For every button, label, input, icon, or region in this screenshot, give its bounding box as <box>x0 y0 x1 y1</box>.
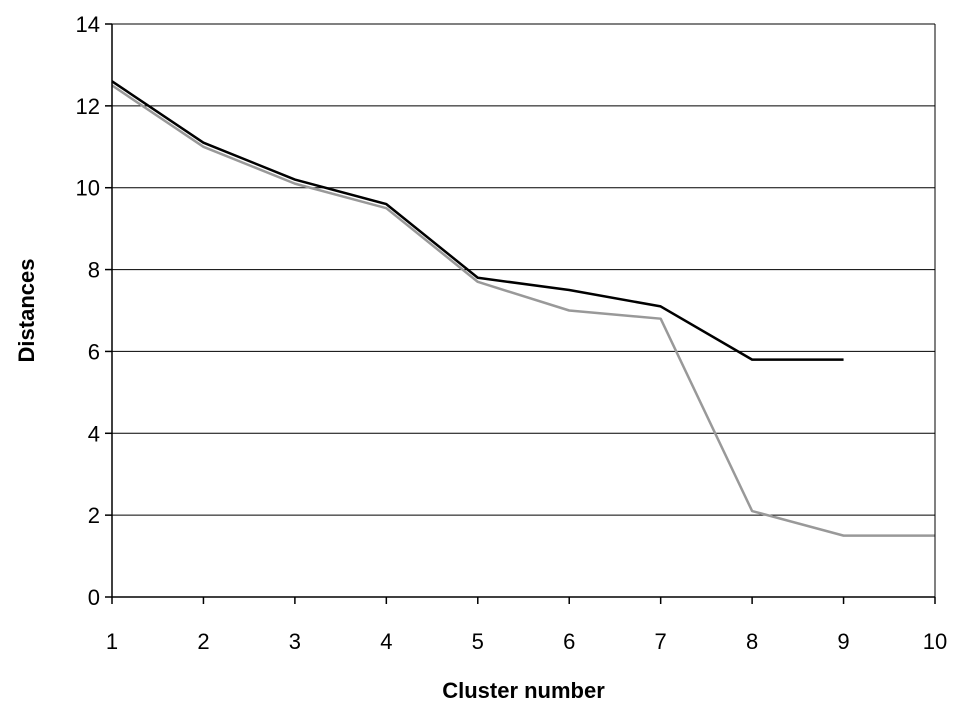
x-tick-label: 9 <box>837 629 849 654</box>
y-tick-label: 6 <box>88 339 100 364</box>
x-tick-label: 8 <box>746 629 758 654</box>
x-tick-label: 3 <box>289 629 301 654</box>
series-line-1 <box>112 81 844 359</box>
series-line-2 <box>112 85 935 535</box>
y-axis-title: Distances <box>14 259 39 363</box>
x-tick-label: 10 <box>923 629 947 654</box>
y-tick-label: 2 <box>88 503 100 528</box>
gridlines <box>112 24 935 515</box>
y-tick-label: 4 <box>88 421 100 446</box>
y-tick-label: 10 <box>76 176 100 201</box>
y-tick-label: 0 <box>88 585 100 610</box>
x-axis-title: Cluster number <box>442 678 605 703</box>
y-tick-label: 8 <box>88 258 100 283</box>
x-tick-label: 6 <box>563 629 575 654</box>
y-tick-label: 14 <box>76 12 100 37</box>
x-tick-label: 5 <box>472 629 484 654</box>
series-lines <box>112 81 935 535</box>
x-tick-label: 1 <box>106 629 118 654</box>
x-tick-label: 7 <box>655 629 667 654</box>
axes <box>105 24 935 604</box>
x-tick-label: 2 <box>197 629 209 654</box>
x-tick-label: 4 <box>380 629 392 654</box>
y-tick-label: 12 <box>76 94 100 119</box>
